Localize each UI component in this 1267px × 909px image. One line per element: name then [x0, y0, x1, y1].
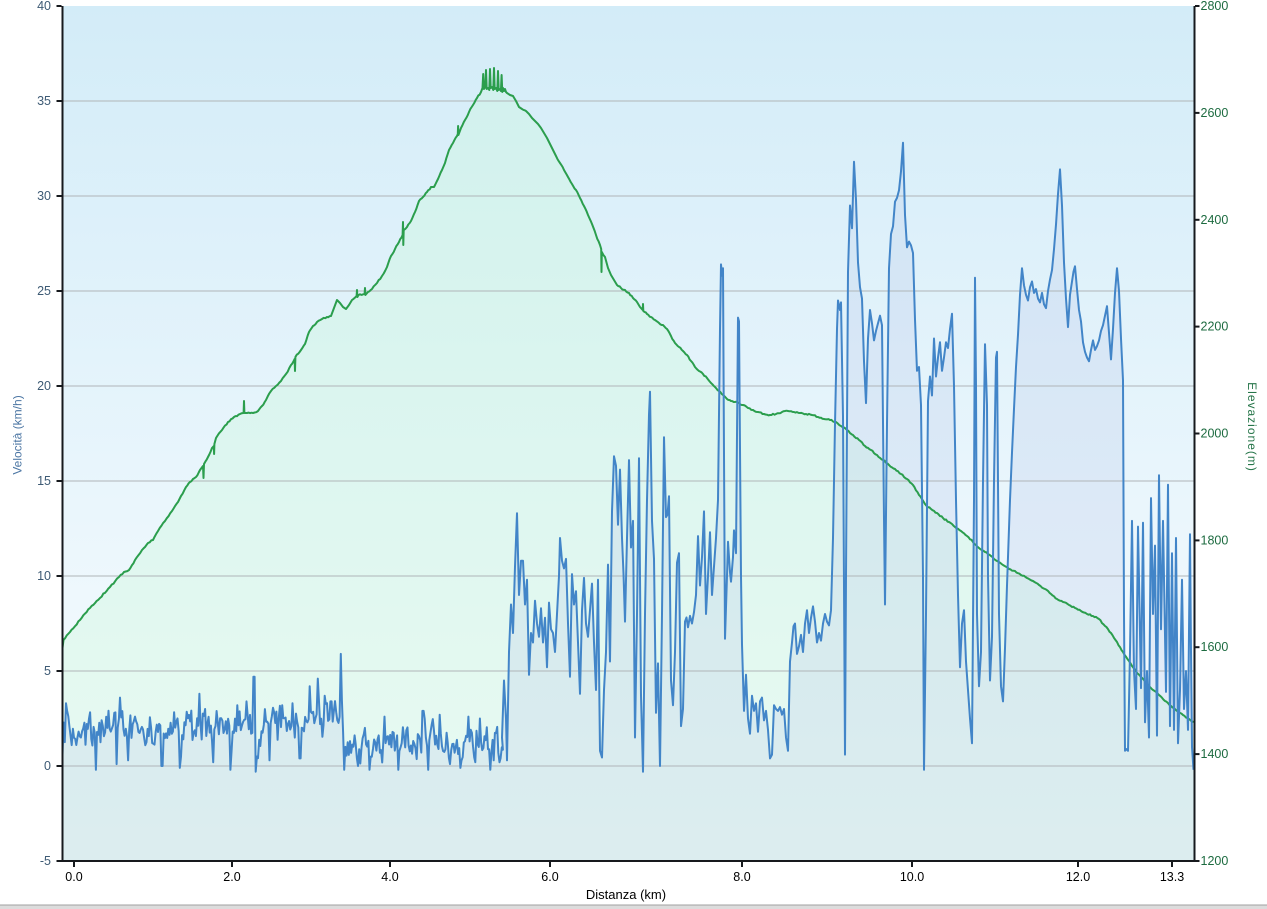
- svg-text:1200: 1200: [1201, 854, 1229, 868]
- svg-text:2200: 2200: [1201, 320, 1229, 334]
- svg-text:2.0: 2.0: [223, 870, 240, 884]
- svg-text:40: 40: [37, 0, 51, 13]
- svg-text:2000: 2000: [1201, 427, 1229, 441]
- svg-text:2400: 2400: [1201, 213, 1229, 227]
- svg-text:8.0: 8.0: [733, 870, 750, 884]
- svg-text:30: 30: [37, 189, 51, 203]
- svg-text:0: 0: [44, 759, 51, 773]
- svg-text:13.3: 13.3: [1160, 870, 1184, 884]
- svg-text:-5: -5: [40, 854, 51, 868]
- svg-text:10.0: 10.0: [900, 870, 924, 884]
- svg-text:15: 15: [37, 474, 51, 488]
- svg-text:25: 25: [37, 284, 51, 298]
- svg-text:Velocità (km/h): Velocità (km/h): [11, 395, 25, 474]
- svg-text:2600: 2600: [1201, 106, 1229, 120]
- svg-text:6.0: 6.0: [541, 870, 558, 884]
- svg-text:Elevazione(m): Elevazione(m): [1245, 382, 1259, 472]
- svg-text:1600: 1600: [1201, 640, 1229, 654]
- svg-text:Distanza (km): Distanza (km): [586, 887, 666, 902]
- svg-text:1400: 1400: [1201, 747, 1229, 761]
- svg-text:0.0: 0.0: [65, 870, 82, 884]
- svg-text:4.0: 4.0: [381, 870, 398, 884]
- svg-text:2800: 2800: [1201, 0, 1229, 13]
- svg-text:10: 10: [37, 569, 51, 583]
- svg-text:12.0: 12.0: [1066, 870, 1090, 884]
- svg-text:5: 5: [44, 664, 51, 678]
- svg-text:35: 35: [37, 94, 51, 108]
- svg-text:20: 20: [37, 379, 51, 393]
- svg-text:1800: 1800: [1201, 533, 1229, 547]
